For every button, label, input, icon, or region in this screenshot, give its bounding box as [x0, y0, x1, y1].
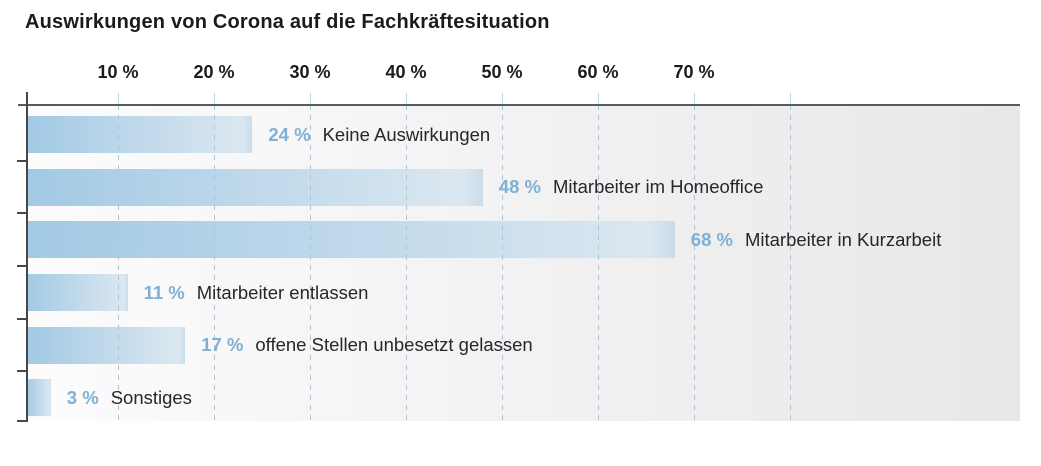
y-axis-tick — [17, 265, 26, 267]
bar — [26, 221, 675, 259]
gridline — [310, 105, 311, 421]
bar-row: 11 % Mitarbeiter entlassen — [26, 263, 1020, 316]
gridline — [790, 105, 791, 421]
x-tick-label: 20 % — [193, 62, 235, 82]
bar-row: 17 % offene Stellen unbesetzt gelassen — [26, 316, 1020, 369]
bar-category-label: Keine Auswirkungen — [322, 123, 491, 145]
x-tick-label: 10 % — [97, 62, 139, 82]
bar-value-label: 68 % — [690, 228, 733, 250]
bar — [26, 168, 483, 206]
gridline — [694, 105, 695, 421]
bar-value-label: 3 % — [66, 386, 99, 408]
axis-tick — [310, 93, 311, 104]
axis-tick — [598, 93, 599, 104]
axis-tick — [406, 93, 407, 104]
gridline — [406, 105, 407, 421]
x-tick-label: 50 % — [481, 62, 523, 82]
axis-tick — [790, 93, 791, 104]
bar-label: 68 % Mitarbeiter in Kurzarbeit — [691, 221, 942, 258]
plot-area: 24 % Keine Auswirkungen 48 % Mitarbeiter im… — [26, 93, 1020, 421]
bar-value-label: 11 % — [143, 281, 185, 303]
gridline — [502, 105, 503, 421]
axis-tick — [118, 93, 119, 104]
bar — [26, 379, 51, 417]
bar-label: 11 % Mitarbeiter entlassen — [144, 274, 369, 311]
bar-category-label: Sonstiges — [110, 386, 192, 408]
y-axis-tick — [17, 159, 26, 162]
x-tick-label: 30 % — [289, 62, 331, 82]
bar — [26, 326, 186, 364]
axis-tick — [502, 93, 503, 104]
bar-value-label: 17 % — [201, 334, 244, 356]
x-tick-label: 60 % — [577, 62, 619, 82]
axis-tick — [214, 93, 215, 104]
bar-row: 68 % Mitarbeiter in Kurzarbeit — [26, 210, 1020, 263]
y-axis-tick — [17, 370, 26, 373]
gridline — [118, 105, 119, 421]
chart-title: Auswirkungen von Corona auf die Fachkräf… — [25, 11, 550, 33]
x-tick-label: 70 % — [673, 62, 715, 82]
bar-label: 3 % Sonstiges — [67, 379, 192, 416]
bar-label: 17 % offene Stellen unbesetzt gelassen — [201, 327, 533, 364]
bar-label: 24 % Keine Auswirkungen — [268, 116, 490, 153]
y-axis-tick — [17, 420, 26, 422]
axis-tick — [694, 93, 695, 104]
bar — [26, 116, 253, 153]
bar-category-label: offene Stellen unbesetzt gelassen — [255, 334, 533, 356]
y-axis-line — [26, 92, 28, 422]
gridline — [598, 105, 599, 421]
bar — [26, 274, 128, 311]
x-axis-line — [18, 104, 1020, 106]
gridline — [214, 105, 215, 421]
bar-category-label: Mitarbeiter in Kurzarbeit — [744, 228, 942, 250]
bar-row: 24 % Keine Auswirkungen — [26, 105, 1020, 158]
y-axis-tick — [17, 212, 26, 215]
x-tick-label: 40 % — [385, 62, 427, 82]
y-axis-tick — [17, 317, 26, 320]
bar-value-label: 24 % — [268, 123, 311, 145]
bar-label: 48 % Mitarbeiter im Homeoffice — [499, 169, 764, 206]
bar-category-label: Mitarbeiter im Homeoffice — [552, 176, 764, 198]
bar-category-label: Mitarbeiter entlassen — [196, 281, 369, 303]
bar-value-label: 48 % — [498, 176, 541, 198]
bar-row: 48 % Mitarbeiter im Homeoffice — [26, 158, 1020, 211]
bar-row: 3 % Sonstiges — [26, 368, 1020, 421]
